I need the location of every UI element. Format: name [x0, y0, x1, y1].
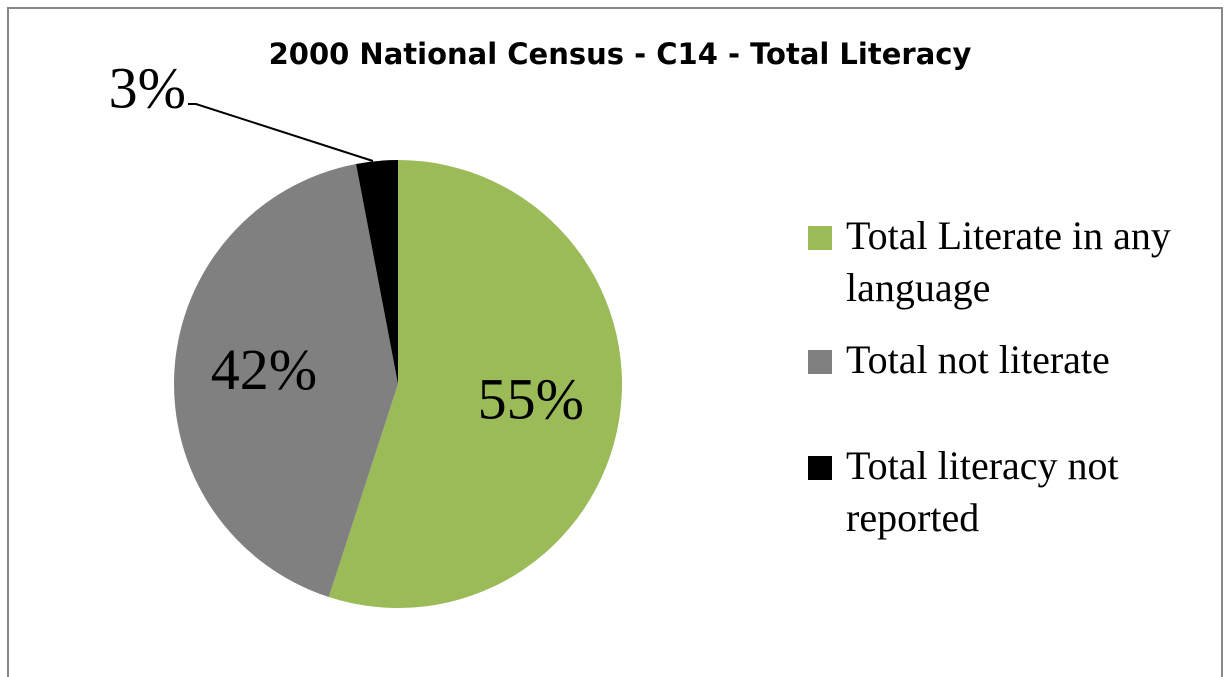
- legend-entry: Total not literate: [808, 334, 1208, 386]
- pie-slice: [356, 160, 398, 384]
- legend-swatch: [808, 456, 832, 480]
- data-label: 42%: [211, 337, 317, 402]
- pie-slice: [173, 163, 398, 598]
- chart-border: [7, 7, 1223, 677]
- legend: Total Literate in any language Total not …: [808, 210, 1208, 544]
- legend-swatch: [808, 226, 832, 250]
- data-label: 3%: [109, 55, 186, 120]
- legend-entry: Total literacy not reported: [808, 440, 1208, 544]
- pie-slice: [328, 160, 623, 608]
- legend-label: Total not literate: [846, 337, 1110, 382]
- legend-swatch: [808, 350, 832, 374]
- data-label: 55%: [478, 366, 584, 431]
- legend-entry: Total Literate in any language: [808, 210, 1208, 314]
- chart-title: 2000 National Census - C14 - Total Liter…: [269, 37, 972, 71]
- legend-label: Total Literate in any language: [846, 213, 1171, 310]
- legend-label: Total literacy not reported: [846, 443, 1119, 540]
- leader-line: [188, 103, 374, 162]
